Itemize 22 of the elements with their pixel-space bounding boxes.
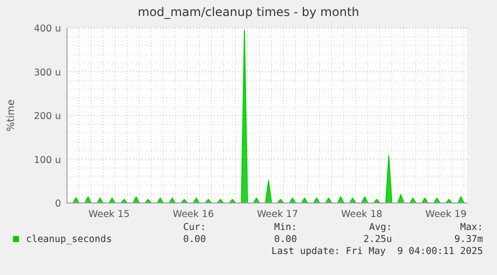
text: 9.37m: [454, 234, 484, 245]
legend-label: cleanup_seconds: [26, 234, 112, 245]
y-tick-label: 300 u: [34, 67, 61, 78]
chart-title: mod_mam/cleanup times - by month: [138, 5, 360, 19]
x-tick-label: Week 19: [425, 209, 467, 220]
text: Min:: [274, 222, 297, 233]
text: 0.00: [183, 234, 206, 245]
text: Avg:: [369, 222, 392, 233]
y-tick-label: 0: [54, 198, 61, 210]
y-tick-label: 400 u: [34, 24, 61, 34]
text: Max:: [460, 222, 483, 233]
x-tick-label: Week 15: [88, 209, 130, 220]
text: Cur:: [183, 222, 206, 233]
x-tick-label: Week 17: [256, 209, 298, 220]
y-tick-label: 200 u: [34, 111, 61, 122]
text: 2.25u: [363, 234, 392, 245]
x-tick-label: Week 16: [172, 209, 214, 220]
y-tick-label: 100 u: [34, 154, 61, 166]
y-axis-title: %time: [6, 99, 17, 132]
text: Last update: Fri May 9 04:00:11 2025: [271, 246, 483, 257]
text: 0.00: [274, 234, 298, 245]
x-tick-label: Week 18: [341, 209, 382, 220]
